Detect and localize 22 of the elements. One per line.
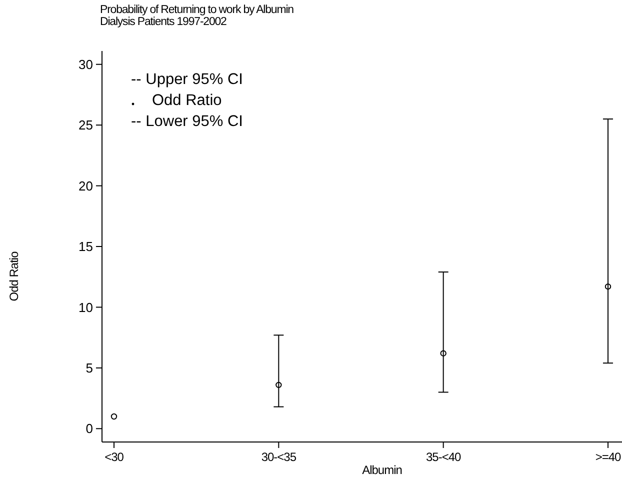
y-tick-label: 20 — [78, 178, 93, 194]
chart-subtitle: Dialysis Patients 1997-2002 — [100, 16, 227, 28]
text: Odd Ratio — [152, 92, 222, 109]
x-tick-label: >=40 — [595, 450, 622, 464]
point — [110, 413, 118, 420]
x-tick-label: <30 — [104, 450, 124, 464]
y-tick-label: 25 — [78, 118, 93, 133]
point — [604, 283, 612, 290]
y-tick-label: 0 — [86, 421, 93, 436]
y-axis-title: Odd Ratio — [7, 250, 21, 302]
point — [440, 350, 446, 356]
point — [276, 382, 282, 388]
annotation: -- Lower 95% CI — [131, 113, 243, 130]
y-tick-label: 30 — [78, 56, 93, 72]
x-axis-title: Albumin — [362, 463, 402, 477]
y-tick-label: 10 — [78, 300, 93, 315]
y-tick-label: 5 — [86, 360, 93, 376]
chart-title: Probability of Returning to work by Albumin — [100, 4, 294, 16]
x-tick-label: 35-<40 — [426, 450, 462, 464]
y-tick-label: 15 — [78, 239, 93, 254]
annotation: -- Upper 95% CI — [131, 71, 243, 88]
x-tick-label: 30-<35 — [261, 450, 297, 464]
